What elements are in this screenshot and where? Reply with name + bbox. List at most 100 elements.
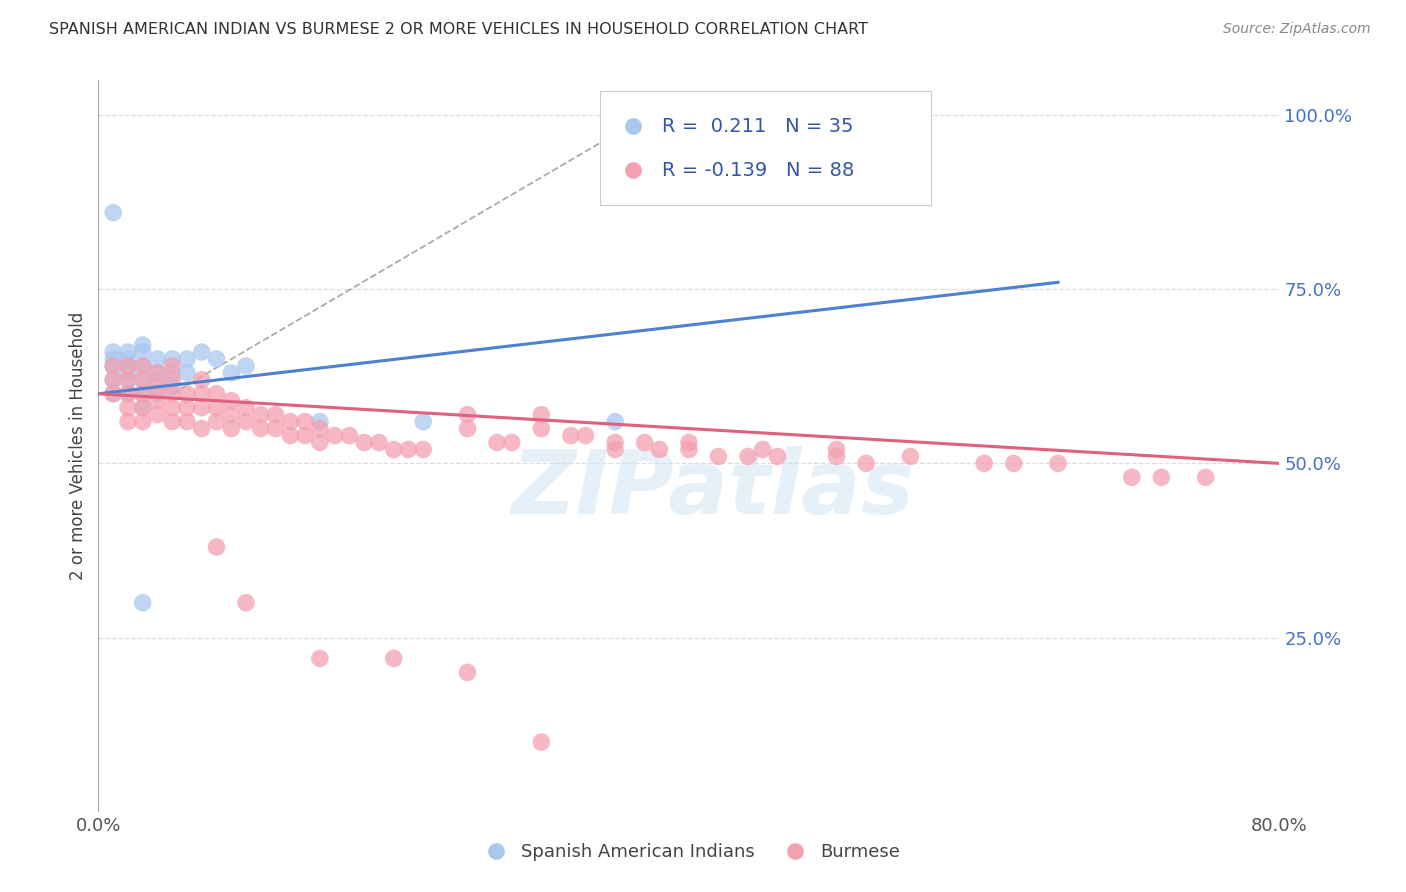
Point: [205, 415, 228, 429]
Point: [855, 457, 877, 471]
Point: [323, 428, 346, 442]
Point: [132, 386, 155, 401]
Point: [457, 421, 479, 435]
Point: [146, 366, 169, 380]
Point: [132, 338, 155, 352]
Point: [132, 359, 155, 373]
Point: [176, 401, 198, 415]
Point: [132, 386, 155, 401]
Point: [162, 415, 183, 429]
Point: [162, 373, 183, 387]
Point: [250, 421, 273, 435]
Point: [191, 345, 214, 359]
Point: [398, 442, 420, 457]
Point: [648, 442, 671, 457]
Point: [146, 386, 169, 401]
Point: [368, 435, 391, 450]
Point: [309, 415, 332, 429]
Point: [132, 401, 155, 415]
Point: [530, 735, 553, 749]
Point: [162, 351, 183, 366]
Point: [191, 386, 214, 401]
Point: [146, 380, 169, 394]
Point: [1002, 457, 1025, 471]
Point: [605, 415, 627, 429]
Point: [530, 408, 553, 422]
Point: [1195, 470, 1218, 484]
Point: [103, 359, 125, 373]
Point: [117, 359, 139, 373]
Point: [103, 386, 125, 401]
Point: [176, 366, 198, 380]
Point: [382, 651, 405, 665]
Point: [132, 345, 155, 359]
Point: [176, 415, 198, 429]
Point: [294, 415, 316, 429]
Text: R =  0.211   N = 35: R = 0.211 N = 35: [662, 117, 853, 136]
Point: [132, 359, 155, 373]
Point: [1150, 470, 1173, 484]
Point: [117, 345, 139, 359]
Point: [280, 428, 302, 442]
Point: [530, 421, 553, 435]
Point: [382, 442, 405, 457]
Point: [575, 428, 598, 442]
Point: [678, 442, 700, 457]
Y-axis label: 2 or more Vehicles in Household: 2 or more Vehicles in Household: [69, 312, 87, 580]
Point: [1046, 457, 1070, 471]
Point: [235, 415, 257, 429]
Point: [221, 421, 243, 435]
Point: [146, 366, 169, 380]
Point: [737, 450, 759, 464]
Point: [103, 373, 125, 387]
Point: [146, 408, 169, 422]
Point: [309, 651, 332, 665]
Point: [766, 450, 789, 464]
Point: [146, 373, 169, 387]
Point: [117, 386, 139, 401]
Point: [501, 435, 523, 450]
Point: [264, 408, 287, 422]
Text: ZIPatlas: ZIPatlas: [510, 446, 914, 533]
Point: [132, 596, 155, 610]
Point: [132, 401, 155, 415]
Point: [752, 442, 775, 457]
Point: [205, 540, 228, 554]
Point: [221, 408, 243, 422]
Point: [162, 401, 183, 415]
Point: [1121, 470, 1143, 484]
FancyBboxPatch shape: [600, 91, 931, 204]
Point: [205, 351, 228, 366]
Point: [900, 450, 922, 464]
Text: R = -0.139   N = 88: R = -0.139 N = 88: [662, 161, 853, 180]
Point: [117, 415, 139, 429]
Point: [132, 415, 155, 429]
Point: [309, 435, 332, 450]
Point: [132, 373, 155, 387]
Point: [191, 373, 214, 387]
Point: [457, 665, 479, 680]
Point: [235, 359, 257, 373]
Point: [162, 386, 183, 401]
Point: [221, 366, 243, 380]
Point: [486, 435, 509, 450]
Point: [117, 366, 139, 380]
Point: [103, 359, 125, 373]
Point: [294, 428, 316, 442]
Point: [103, 205, 125, 219]
Point: [146, 393, 169, 408]
Point: [176, 351, 198, 366]
Point: [132, 373, 155, 387]
Point: [205, 386, 228, 401]
Point: [162, 359, 183, 373]
Point: [162, 380, 183, 394]
Point: [280, 415, 302, 429]
Point: [205, 401, 228, 415]
Point: [412, 415, 434, 429]
Point: [191, 401, 214, 415]
Point: [146, 351, 169, 366]
Point: [678, 435, 700, 450]
Text: SPANISH AMERICAN INDIAN VS BURMESE 2 OR MORE VEHICLES IN HOUSEHOLD CORRELATION C: SPANISH AMERICAN INDIAN VS BURMESE 2 OR …: [49, 22, 869, 37]
Point: [412, 442, 434, 457]
Point: [250, 408, 273, 422]
